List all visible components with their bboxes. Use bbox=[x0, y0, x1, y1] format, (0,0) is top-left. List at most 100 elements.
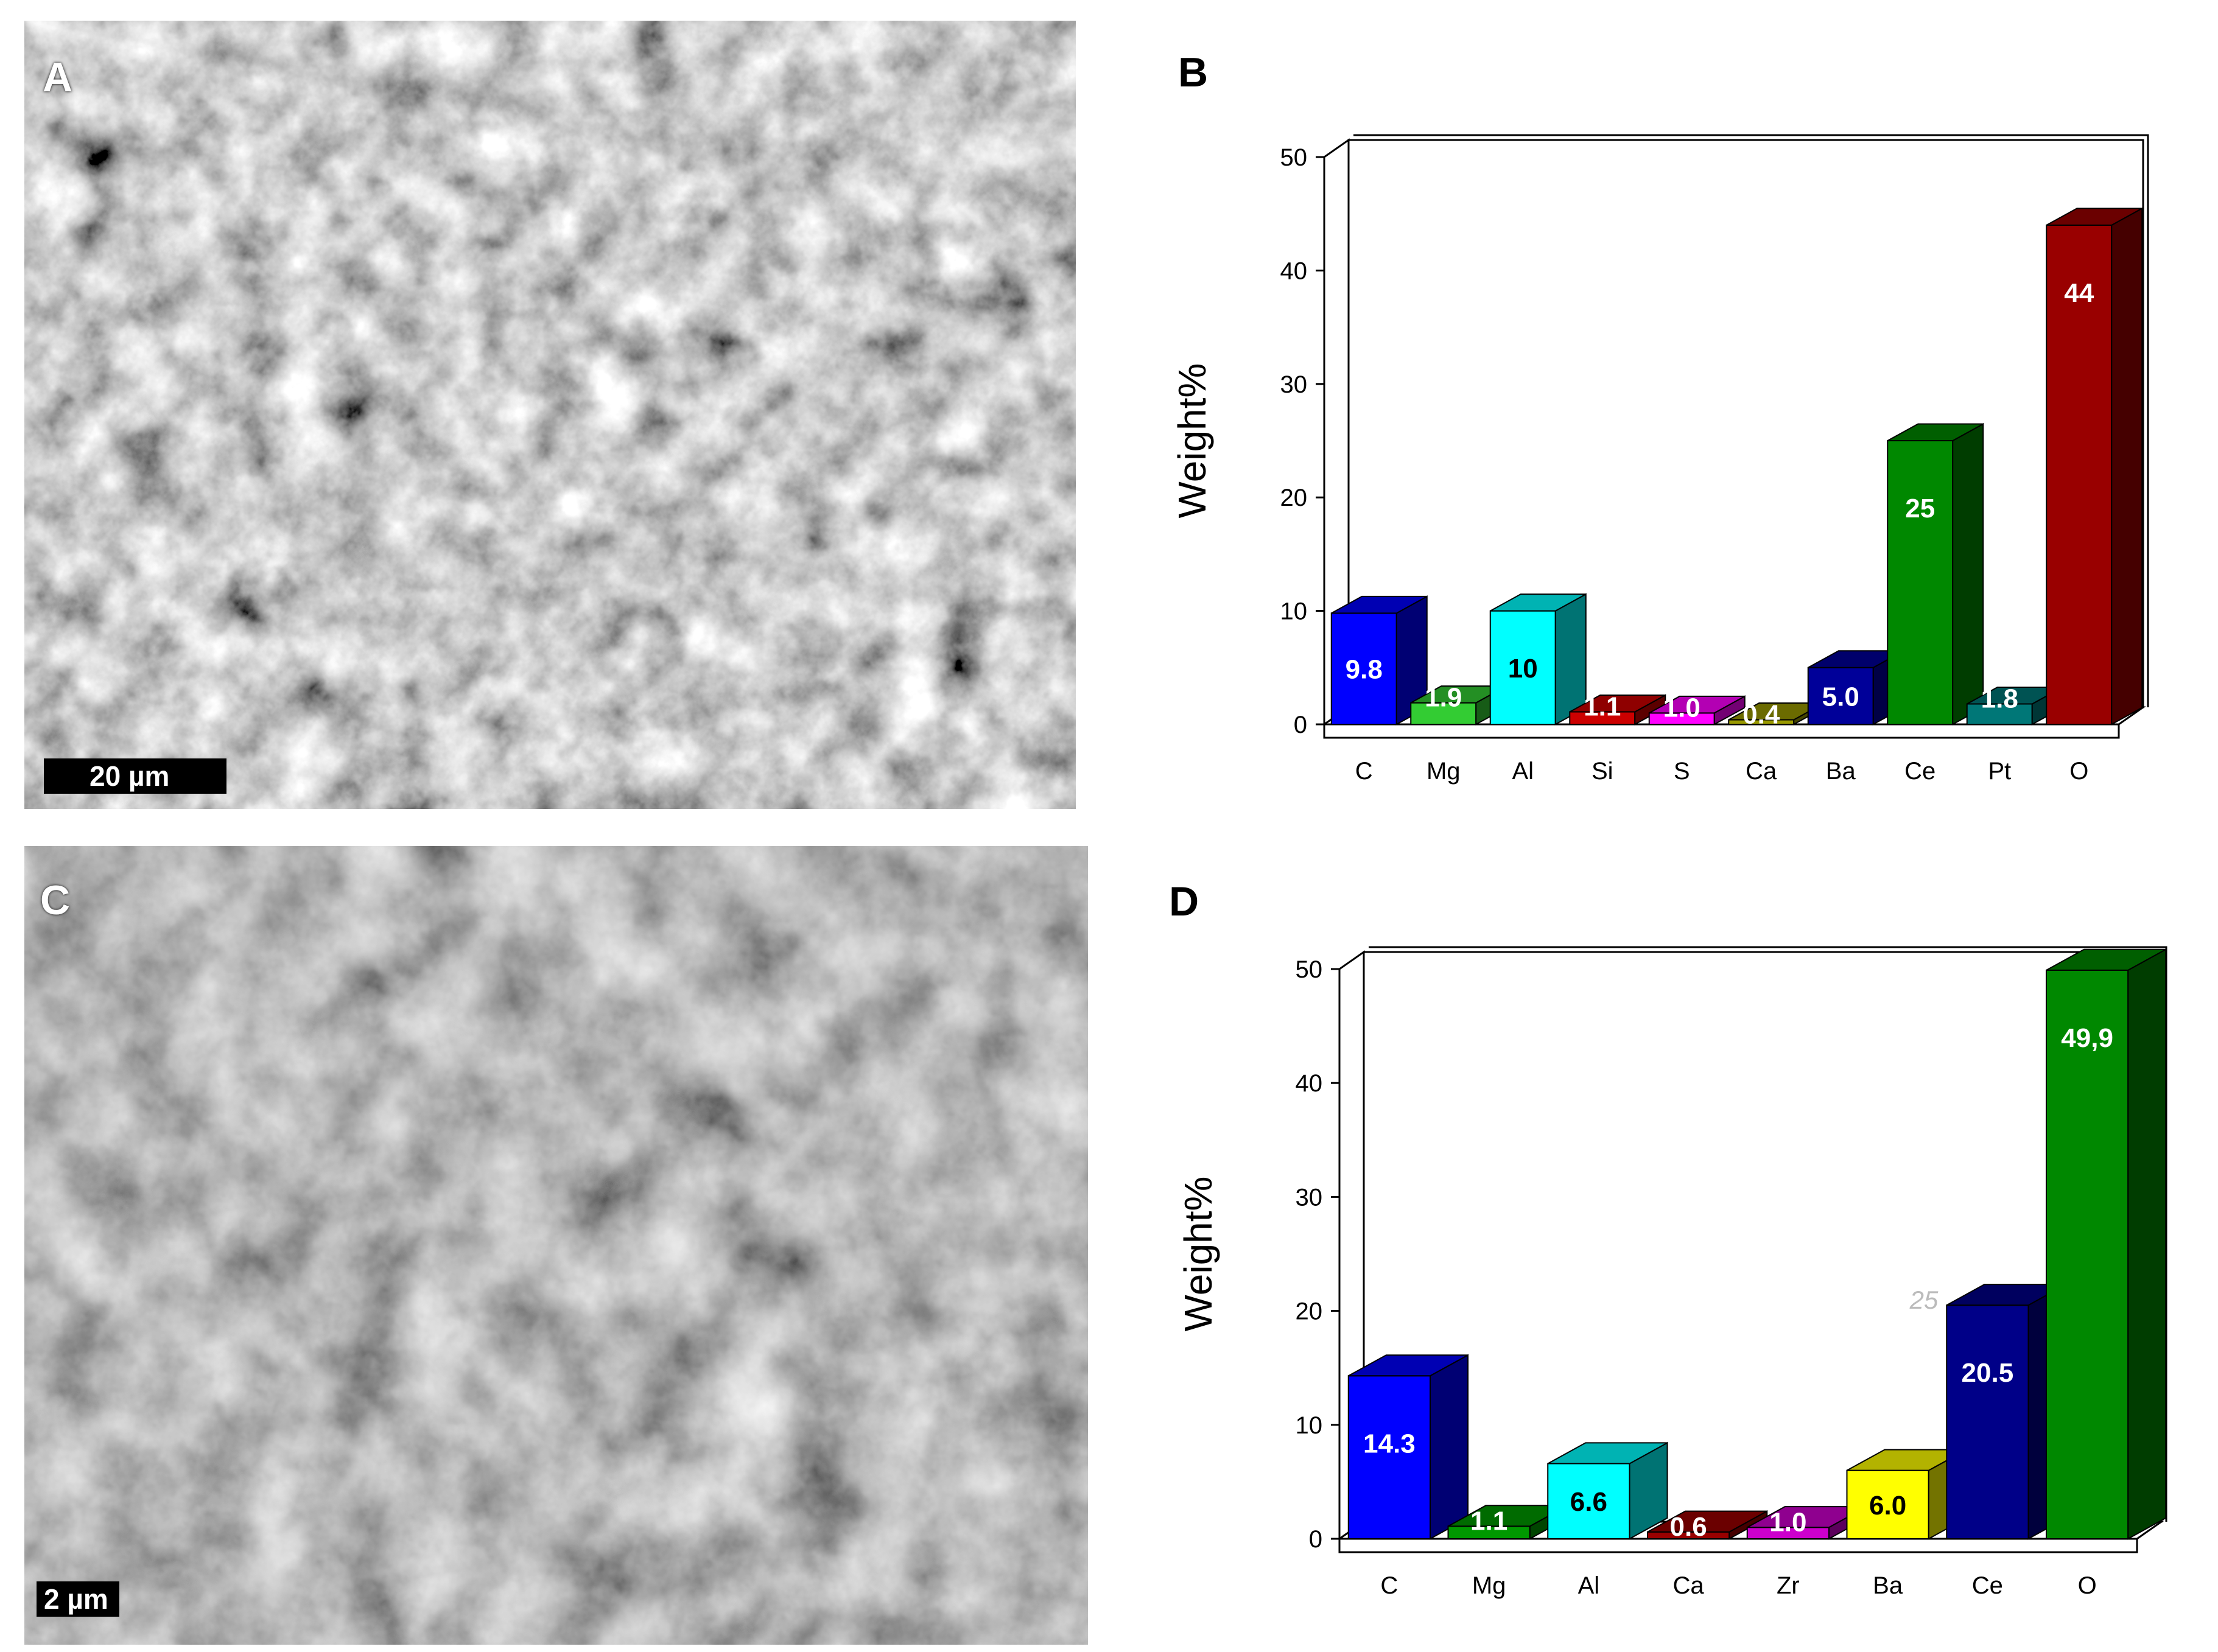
chart-b-category-label: S bbox=[1674, 758, 1690, 785]
chart-d-category-label: Ba bbox=[1873, 1572, 1903, 1599]
chart-b-bar-top bbox=[1331, 595, 1428, 614]
chart-b-data-label: 0.4 bbox=[1742, 700, 1780, 730]
chart-d-bar-top bbox=[1547, 1442, 1668, 1465]
chart-b-ytick-label: 10 bbox=[1280, 598, 1308, 625]
chart-d-bar-front bbox=[1347, 1375, 1431, 1540]
chart-b-data-label: 1.8 bbox=[1981, 684, 2018, 713]
chart-b-ytick-label: 50 bbox=[1280, 144, 1308, 171]
panel-label-a: A bbox=[43, 54, 73, 100]
chart-d-data-label: 6.0 bbox=[1869, 1491, 1906, 1521]
chart-b-data-label: 25 bbox=[1905, 494, 1935, 523]
chart-d-ytick-label: 20 bbox=[1296, 1298, 1323, 1325]
chart-b-ytick-label: 0 bbox=[1294, 712, 1307, 738]
chart-b-bar-front bbox=[1410, 702, 1477, 725]
chart-d-bar-al bbox=[1547, 1441, 1668, 1540]
panel-label-b: B bbox=[1178, 49, 1209, 96]
scale-bar-a: 20 µm bbox=[44, 758, 226, 794]
chart-d-data-label: 0.6 bbox=[1670, 1512, 1707, 1542]
chart-b-bar-si bbox=[1569, 694, 1666, 726]
chart-d-bar-o bbox=[2045, 948, 2167, 1540]
chart-b-ytick-label: 40 bbox=[1280, 257, 1308, 284]
chart-b-bar-side bbox=[1952, 422, 1984, 726]
chart-d-ytick-label: 50 bbox=[1296, 956, 1323, 983]
chart-b-category-label: Si bbox=[1592, 758, 1613, 785]
chart-b-bar-ce bbox=[1887, 422, 1984, 726]
scale-bar-c: 2 µm bbox=[37, 1581, 119, 1617]
chart-d-bar-c bbox=[1347, 1354, 1469, 1540]
chart-b-category-label: Ca bbox=[1746, 758, 1777, 785]
chart-b-category-label: Ce bbox=[1904, 758, 1935, 785]
chart-d-data-label: 49,9 bbox=[2061, 1023, 2113, 1053]
chart-b-bar-side bbox=[2111, 207, 2143, 726]
chart-d-bar-side bbox=[2127, 948, 2167, 1540]
panel-label-c: C bbox=[40, 877, 71, 923]
chart-b-bar-pt bbox=[1966, 686, 2063, 726]
chart-d-ytick-label: 0 bbox=[1309, 1526, 1322, 1553]
chart-b-ylabel: Weight% bbox=[1170, 363, 1214, 519]
chart-d-ytick-label: 30 bbox=[1296, 1184, 1323, 1211]
chart-b-category-label: Al bbox=[1512, 758, 1534, 785]
chart-d-category-label: Mg bbox=[1472, 1572, 1506, 1599]
chart-d-bar-ca bbox=[1646, 1510, 1768, 1540]
bar-chart-d: 0 10 20 30 40 50 Weight% 14.3 C 1.1 Mg 6.6 Al 0.6 Ca 1.… bbox=[1176, 946, 2167, 1599]
chart-b-category-label: Ba bbox=[1826, 758, 1856, 785]
chart-d-annotation: 25 bbox=[1909, 1286, 1939, 1314]
chart-d-category-label: Zr bbox=[1777, 1572, 1800, 1599]
chart-b-bar-top bbox=[1887, 423, 1984, 441]
chart-b-ytick-label: 20 bbox=[1280, 485, 1308, 511]
sem-image-c bbox=[24, 846, 1088, 1645]
chart-b-category-label: O bbox=[2069, 758, 2088, 785]
chart-d-bar-top bbox=[1647, 1510, 1767, 1533]
chart-d-data-label: 20.5 bbox=[1962, 1358, 2014, 1388]
chart-b-category-label: Pt bbox=[1988, 758, 2011, 785]
chart-d-category-label: Ca bbox=[1673, 1572, 1705, 1599]
chart-d-bar-top bbox=[2046, 948, 2166, 971]
chart-b-bar-top bbox=[1490, 593, 1587, 612]
chart-b-bar-front bbox=[1807, 667, 1874, 725]
chart-d-base-strip bbox=[1338, 1538, 2138, 1553]
chart-b-base-strip bbox=[1323, 723, 2120, 739]
chart-b-bar-s bbox=[1648, 695, 1746, 726]
chart-b-bar-o bbox=[2046, 207, 2143, 726]
chart-d-category-label: O bbox=[2078, 1572, 2097, 1599]
sem-texture-c bbox=[24, 846, 1088, 1645]
chart-d-bar-side bbox=[1430, 1354, 1469, 1540]
chart-d-ytick-label: 10 bbox=[1296, 1412, 1323, 1439]
chart-b-data-label: 1.1 bbox=[1584, 691, 1621, 721]
chart-d-ylabel: Weight% bbox=[1176, 1177, 1220, 1332]
chart-b-category-label: Mg bbox=[1427, 758, 1461, 785]
chart-b-data-label: 1.0 bbox=[1663, 693, 1700, 723]
chart-d-category-label: C bbox=[1380, 1572, 1398, 1599]
chart-b-ytick-label: 30 bbox=[1280, 371, 1308, 398]
chart-b-bar-front bbox=[1887, 440, 1954, 725]
chart-b-bar-front bbox=[2046, 224, 2113, 725]
chart-d-ytick-label: 40 bbox=[1296, 1070, 1323, 1097]
chart-b-data-label: 10 bbox=[1508, 654, 1538, 684]
chart-d-bar-front bbox=[1946, 1304, 2029, 1539]
chart-b-bar-top bbox=[1649, 695, 1746, 714]
chart-d-data-label: 14.3 bbox=[1363, 1429, 1416, 1458]
chart-b-back-wall bbox=[1347, 139, 2144, 709]
chart-d-data-label: 6.6 bbox=[1570, 1487, 1607, 1517]
chart-b-bar-top bbox=[1569, 694, 1666, 713]
chart-b-data-label: 5.0 bbox=[1822, 682, 1859, 712]
chart-b-category-label: C bbox=[1355, 758, 1373, 785]
chart-b-data-label: 1.9 bbox=[1425, 683, 1462, 713]
chart-d-category-label: Al bbox=[1578, 1572, 1600, 1599]
chart-d-bar-top bbox=[1348, 1354, 1469, 1377]
chart-d-data-label: 1.1 bbox=[1470, 1506, 1507, 1536]
scale-bar-a-label: 20 µm bbox=[89, 760, 170, 792]
chart-b-data-label: 9.8 bbox=[1346, 655, 1383, 685]
bar-chart-b: 0 10 20 30 40 50 Weight% 9.8 C 1.9 Mg 10 Al 1.1 Si 1.0 S… bbox=[1170, 134, 2149, 785]
chart-b-data-label: 44 bbox=[2064, 278, 2094, 308]
panel-label-d: D bbox=[1169, 878, 1199, 925]
scale-bar-c-label: 2 µm bbox=[44, 1583, 108, 1615]
sem-texture-a bbox=[24, 21, 1076, 809]
chart-d-data-label: 1.0 bbox=[1769, 1507, 1806, 1537]
chart-d-category-label: Ce bbox=[1972, 1572, 2003, 1599]
chart-d-bar-front bbox=[2045, 969, 2129, 1539]
chart-b-bar-top bbox=[2046, 208, 2143, 226]
chart-b-frame bbox=[1353, 134, 2149, 707]
chart-b-bar-al bbox=[1489, 593, 1587, 726]
sem-image-a bbox=[24, 21, 1076, 809]
